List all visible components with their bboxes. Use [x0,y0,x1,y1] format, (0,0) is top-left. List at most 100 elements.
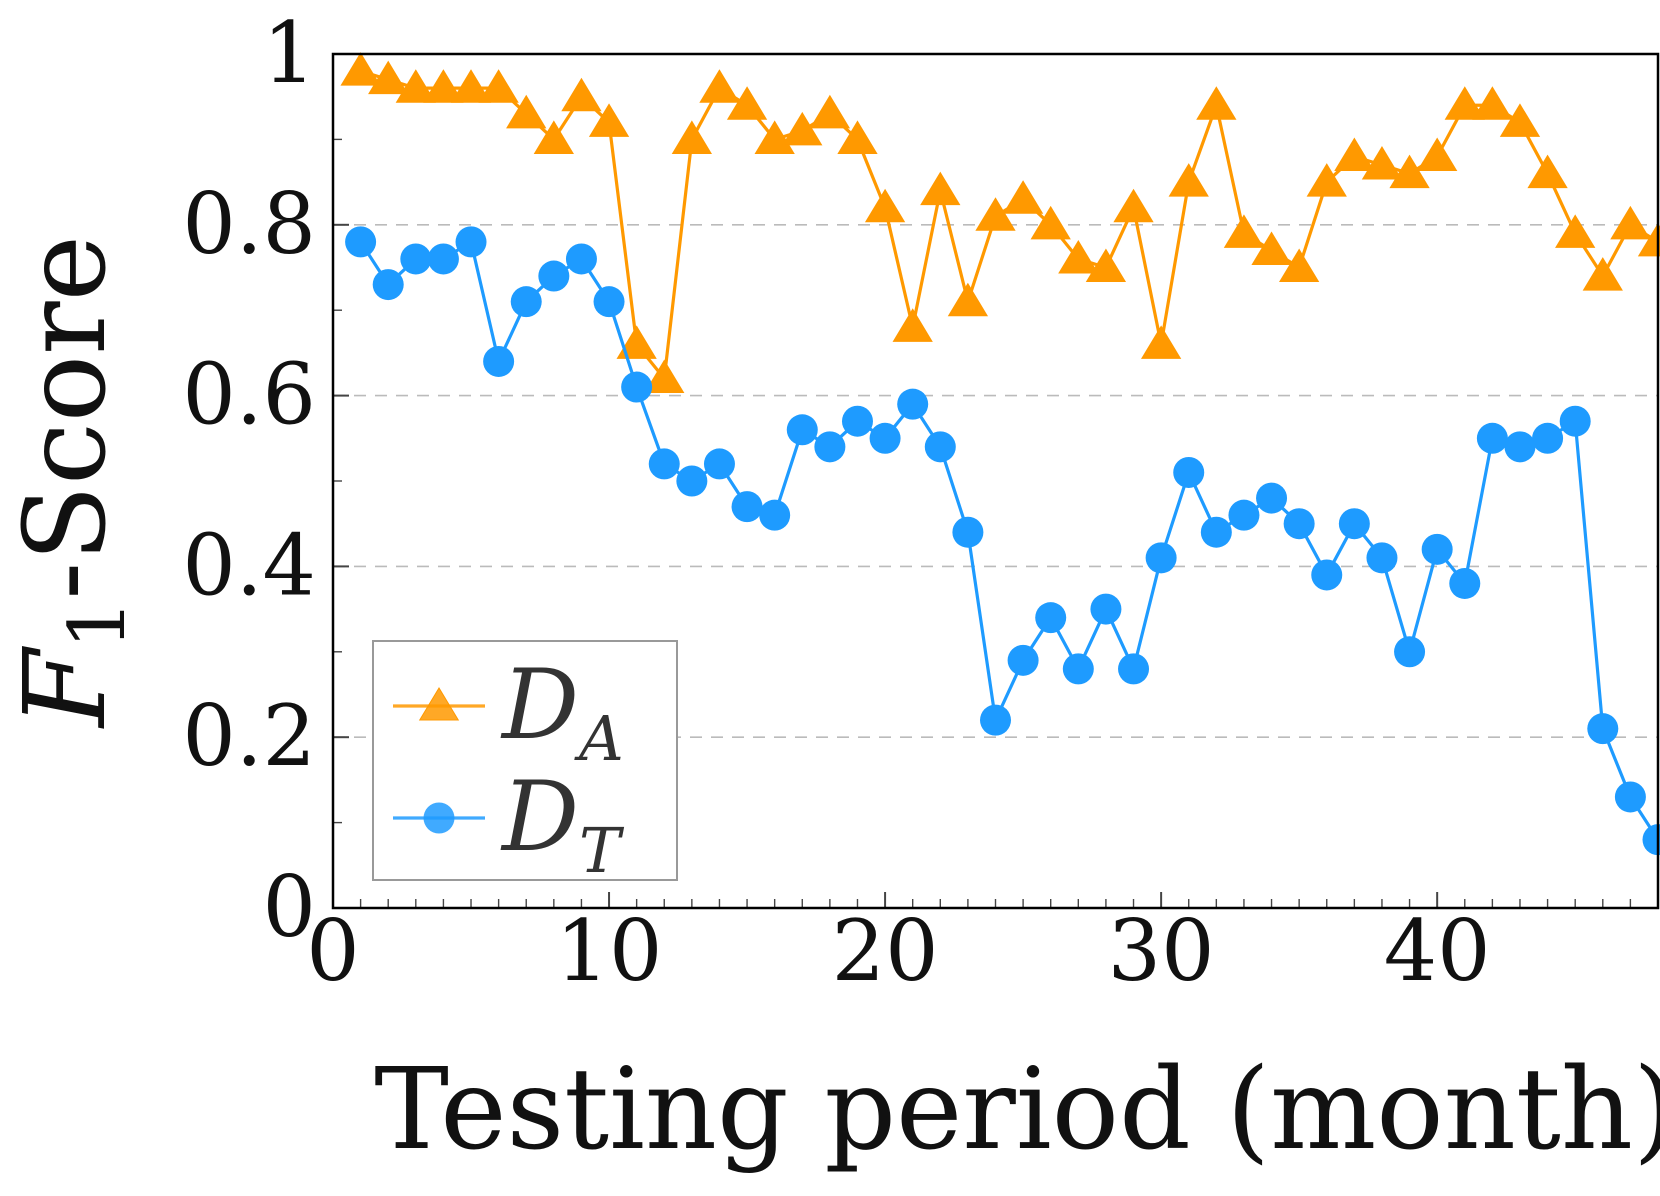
series-D-T [345,226,1660,856]
data-point [726,86,768,120]
data-point [924,431,956,463]
x-tick-label: 0 [306,902,359,1000]
data-point [450,69,492,103]
data-point [782,111,823,146]
data-point [1283,508,1315,540]
data-point [395,69,436,103]
data-point [980,704,1011,736]
data-point [1338,508,1370,540]
data-point [1394,636,1426,668]
data-point [1058,239,1099,274]
data-point [864,188,906,223]
data-point [483,345,515,377]
data-point [621,371,653,403]
data-point [892,308,933,342]
data-point [1587,713,1619,745]
data-point [1090,593,1122,625]
x-axis-title: Testing period (month) [374,1045,1660,1175]
data-point [588,103,630,137]
legend-label-sub: T [579,814,625,887]
data-point [1256,482,1288,514]
x-tick-label: 30 [1108,902,1215,1000]
data-point [897,388,929,420]
data-point [372,269,404,301]
data-point [1421,533,1453,565]
legend-label-main: D [500,761,579,873]
data-point [1504,431,1536,463]
data-point [1389,154,1430,189]
data-point [1361,146,1403,180]
data-point [1614,781,1646,813]
legend-label-main: D [500,649,579,761]
data-point [809,94,851,129]
data-point [1642,824,1660,856]
legend-label: DT [500,761,625,887]
data-point [1334,137,1375,172]
data-point [1251,231,1292,265]
data-point [731,491,763,523]
data-series [340,52,1660,856]
axis-ticks [332,53,1659,909]
legend-entry: DT [393,761,625,887]
y-tick-label: 0 [263,858,316,956]
data-point [1168,163,1209,197]
data-point [1306,163,1347,197]
data-point [1196,86,1237,120]
data-point [1366,542,1398,574]
data-point [1145,542,1177,574]
data-point [345,226,377,258]
data-point [837,120,878,154]
data-point [1035,602,1067,634]
y-tick-label: 0.2 [182,687,316,785]
data-point [1228,499,1260,531]
data-point [1532,422,1564,454]
data-point [1582,257,1623,291]
data-point [947,282,989,317]
data-point [1030,205,1071,240]
data-point [616,325,657,359]
legend-marker [423,802,455,834]
y-tick-label: 1 [263,4,316,102]
data-point [952,516,984,548]
tick-labels: 0 10 20 30 40 0 0.2 0.4 0.6 0.8 1 [182,4,1490,1000]
data-point [538,260,570,292]
data-point [561,77,602,112]
y-tick-label: 0.4 [182,516,316,614]
data-point [1527,154,1568,189]
data-point [1311,559,1343,591]
data-point [1449,567,1481,599]
y-axis-title-sub: 1 [53,600,143,650]
legend-marker [418,687,460,721]
legend-label-sub: A [574,702,624,775]
data-point [759,499,791,531]
y-tick-label: 0.8 [182,175,316,273]
data-point [644,359,685,394]
data-point [1007,644,1039,676]
data-point [975,197,1016,231]
data-point [1085,248,1127,283]
data-point [1279,248,1320,283]
data-point [699,69,740,103]
data-point [1113,188,1154,223]
data-point [869,422,901,454]
data-point [1476,422,1508,454]
data-point [1223,214,1265,248]
data-point [1062,653,1094,685]
data-point [593,286,625,318]
data-point [648,448,680,480]
y-axis-title: F1-Score [1,235,143,729]
x-tick-label: 40 [1384,902,1491,1000]
data-point [671,120,712,154]
data-point [703,448,735,480]
data-point [1499,103,1541,137]
data-point [340,52,381,86]
data-point [427,243,459,275]
data-point [1444,86,1485,120]
data-point [533,120,574,154]
data-point [1200,516,1232,548]
data-point [478,69,519,103]
data-point [565,243,597,275]
